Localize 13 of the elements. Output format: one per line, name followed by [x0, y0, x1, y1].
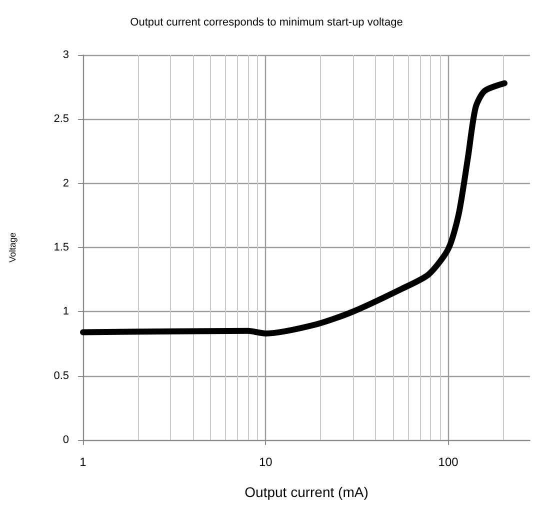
y-tick-label: 3 — [62, 49, 69, 61]
y-tick-label: 2 — [62, 177, 69, 190]
x-tick-label: 1 — [80, 455, 87, 469]
y-tick-label: 1 — [62, 306, 69, 318]
y-tick-label: 1.5 — [54, 242, 69, 254]
y-axis-title: Voltage — [8, 232, 18, 263]
x-axis-title: Output current (mA) — [244, 484, 368, 500]
y-tick-label: 0 — [62, 434, 69, 446]
chart-title: Output current corresponds to minimum start-up voltage — [130, 16, 403, 28]
x-tick-label: 10 — [258, 455, 273, 469]
x-tick-label: 100 — [438, 455, 459, 469]
y-tick-label: 0.5 — [54, 370, 69, 382]
y-tick-label: 2.5 — [54, 113, 69, 126]
